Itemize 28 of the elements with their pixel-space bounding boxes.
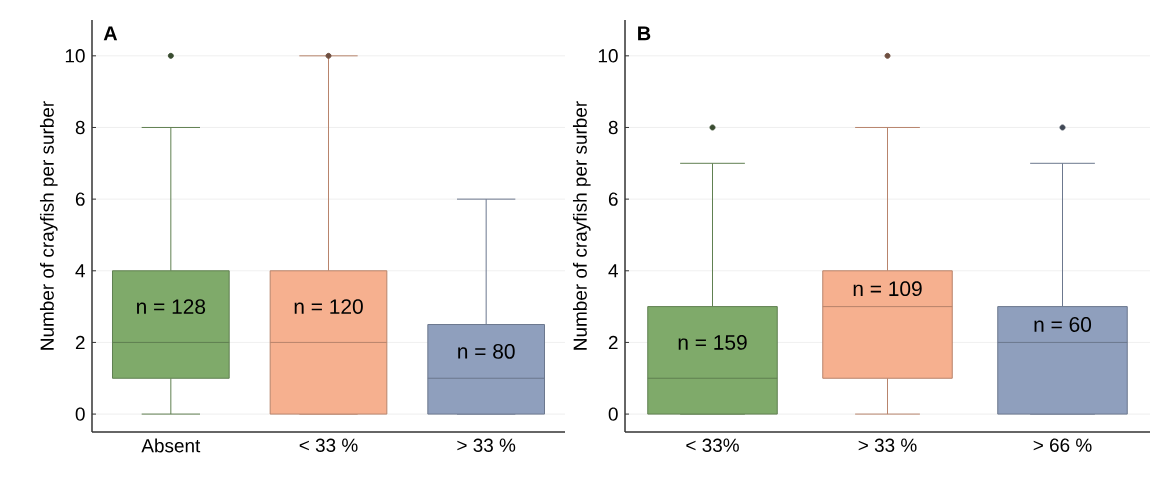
x-tick-label: > 66 % bbox=[1033, 438, 1092, 452]
y-tick-label: 2 bbox=[608, 335, 618, 350]
y-axis-title: Number of crayfish per surber bbox=[39, 101, 58, 350]
annotation: n = 159 bbox=[678, 335, 747, 350]
y-axis-title: Number of crayfish per surber bbox=[572, 101, 591, 350]
x-tick-label: < 33 % bbox=[299, 438, 358, 452]
y-tick-label: 4 bbox=[608, 264, 618, 278]
y-tick-label: 2 bbox=[75, 335, 85, 350]
annotation: n = 80 bbox=[458, 343, 515, 359]
x-tick-label: Absent bbox=[141, 438, 201, 453]
y-tick-label: 6 bbox=[608, 192, 618, 206]
annotation: n = 120 bbox=[294, 299, 363, 315]
annotation: n = 60 bbox=[1034, 317, 1092, 332]
y-tick-label: 8 bbox=[608, 120, 618, 135]
y-tick-label: 6 bbox=[75, 192, 85, 206]
annotation: n = 109 bbox=[853, 281, 922, 297]
y-tick-label: 10 bbox=[65, 49, 85, 63]
x-tick-label: > 33 % bbox=[457, 438, 516, 452]
y-tick-label: 10 bbox=[598, 49, 618, 63]
y-tick-label: 0 bbox=[608, 407, 618, 421]
y-tick-label: 0 bbox=[75, 407, 85, 421]
x-tick-label: < 33% bbox=[686, 438, 739, 452]
chart-title: A bbox=[103, 26, 118, 41]
chart-title: B bbox=[638, 26, 651, 41]
x-tick-label: > 33 % bbox=[858, 438, 917, 452]
y-tick-label: 8 bbox=[75, 120, 85, 135]
annotation: n = 128 bbox=[137, 299, 206, 315]
y-tick-label: 4 bbox=[75, 264, 85, 278]
